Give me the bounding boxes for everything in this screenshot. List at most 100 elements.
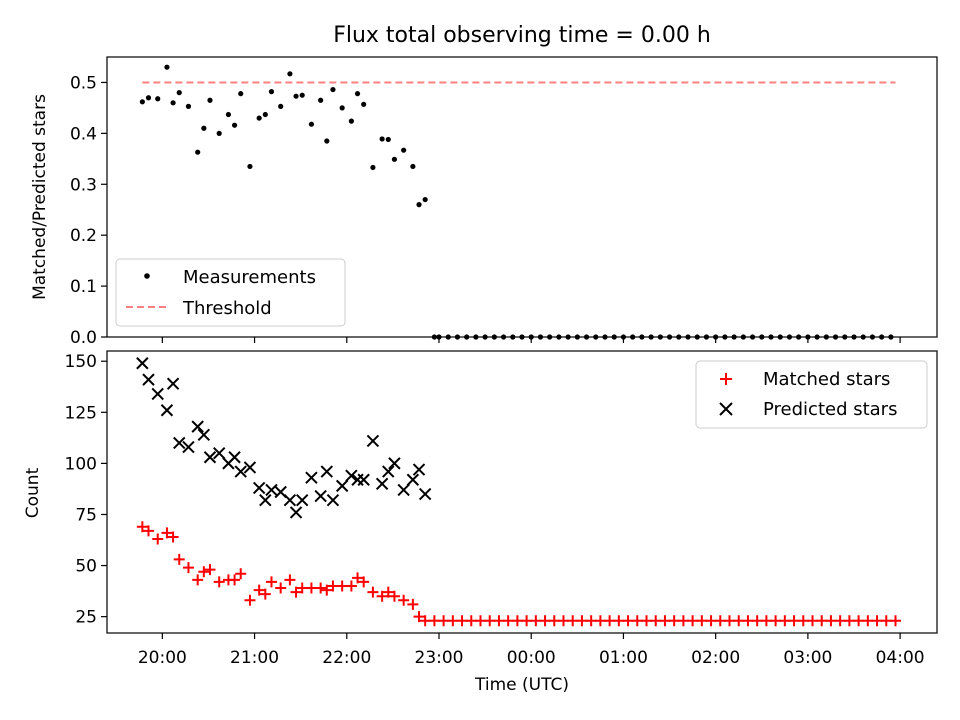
predicted-star-point: [160, 404, 174, 417]
matched-star-point: [585, 615, 597, 627]
predicted-star-point: [151, 387, 164, 401]
measurement-point: [207, 97, 213, 103]
matched-star-point: [327, 580, 339, 592]
panel-counts: 25 50 75 100 125 150 20:00 21:00 22:00 23:00 00:0…: [23, 351, 938, 695]
matched-star-point: [613, 615, 625, 627]
count-y-ticks: 25 50 75 100 125 150: [65, 352, 107, 628]
legend-matched-marker: [720, 373, 732, 385]
matched-star-point: [244, 594, 256, 606]
predicted-star-point: [295, 493, 309, 507]
matched-star-point: [465, 615, 477, 627]
measurement-point: [145, 95, 152, 101]
legend-measurements-marker: [144, 273, 150, 279]
measurement-point: [278, 103, 284, 109]
x-tick-label: 04:00: [876, 648, 925, 668]
matched-star-point: [284, 574, 296, 586]
matched-star-point: [871, 615, 883, 627]
x-tick-label: 03:00: [783, 648, 832, 668]
count-x-ticks: 20:00 21:00 22:00 23:00 00:00 01:00 02:00 03:00…: [138, 633, 925, 668]
matched-star-point: [296, 582, 308, 594]
matched-star-point: [229, 574, 241, 586]
predicted-star-point: [252, 481, 266, 495]
matched-star-point: [143, 525, 154, 537]
measurement-point: [139, 99, 145, 105]
matched-star-point: [336, 580, 348, 592]
measurement-point: [422, 196, 428, 203]
predicted-star-point: [305, 471, 318, 484]
x-tick-label: 02:00: [691, 648, 740, 668]
matched-star-point: [696, 615, 708, 627]
measurement-point: [401, 147, 407, 153]
matched-star-point: [576, 615, 588, 627]
matched-star-point: [345, 580, 357, 592]
predicted-star-point: [314, 489, 327, 503]
matched-star-point: [650, 615, 662, 627]
measurement-point: [176, 90, 182, 96]
matched-star-point: [358, 576, 370, 588]
matched-star-point: [788, 615, 800, 627]
count-legend-frame: [695, 360, 928, 429]
matched-star-point: [419, 615, 431, 627]
measurement-point: [416, 202, 422, 208]
predicted-star-point: [166, 377, 180, 390]
ratio-x-ticks: [161, 337, 901, 343]
matched-star-point: [724, 615, 735, 627]
matched-star-point: [475, 615, 486, 627]
matched-star-point: [265, 576, 277, 588]
matched-star-point: [204, 564, 216, 576]
measurement-point: [216, 130, 222, 136]
y-tick-label: 0.5: [70, 73, 97, 93]
count-y-axis-label: Count: [23, 467, 43, 518]
matched-star-point: [413, 611, 425, 623]
matched-star-point: [502, 615, 514, 627]
matched-star-point: [382, 586, 394, 598]
predicted-star-point: [173, 436, 186, 450]
measurement-point: [170, 100, 176, 106]
matched-star-point: [687, 615, 699, 627]
measurement-point: [247, 163, 253, 170]
predicted-star-point: [412, 463, 426, 476]
legend-measurements-label: Measurements: [183, 267, 316, 288]
matched-star-point: [152, 533, 164, 545]
measurement-point: [201, 125, 207, 131]
matched-star-point: [521, 615, 533, 627]
matched-star-point: [853, 615, 865, 627]
measurement-point: [195, 149, 201, 155]
matched-star-point: [622, 615, 634, 627]
measurement-point: [225, 111, 232, 118]
ratio-y-axis-label: Matched/Predicted stars: [30, 94, 50, 300]
matched-star-point: [677, 615, 689, 627]
matched-star-point: [290, 586, 302, 598]
measurement-point: [318, 97, 324, 103]
matched-star-point: [770, 615, 782, 627]
predicted-star-point: [397, 483, 410, 497]
matched-star-point: [484, 615, 496, 627]
y-tick-label: 75: [75, 505, 97, 525]
matched-star-point: [567, 615, 579, 627]
matched-star-point: [456, 615, 468, 627]
x-axis-label: Time (UTC): [474, 675, 569, 695]
matched-star-point: [438, 615, 450, 627]
matched-star-point: [594, 615, 606, 627]
predicted-star-point: [142, 373, 155, 386]
matched-star-point: [376, 590, 388, 602]
measurement-point: [361, 101, 367, 107]
measurement-point: [268, 89, 275, 95]
measurement-point: [370, 164, 376, 171]
y-tick-label: 0.2: [70, 226, 97, 246]
x-tick-label: 21:00: [230, 648, 279, 668]
matched-star-point: [714, 615, 726, 627]
matched-star-point: [668, 615, 680, 627]
ratio-y-ticks: 0.0 0.1 0.2 0.3 0.4 0.5: [70, 73, 107, 348]
measurement-point: [339, 105, 345, 111]
matched-star-point: [315, 582, 327, 594]
predicted-star-point: [197, 428, 211, 441]
measurement-point: [379, 136, 385, 142]
x-tick-label: 01:00: [599, 648, 648, 668]
count-legend: Matched stars Predicted stars: [695, 360, 928, 429]
matched-star-point: [807, 615, 818, 627]
matched-star-point: [631, 615, 643, 627]
measurement-point: [231, 122, 238, 128]
matched-star-point: [751, 615, 763, 627]
